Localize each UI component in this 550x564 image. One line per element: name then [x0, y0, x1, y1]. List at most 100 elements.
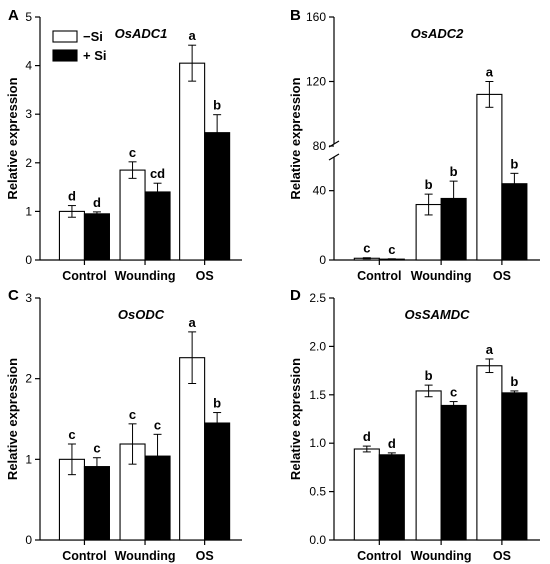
significance-letter: d [388, 436, 396, 451]
legend: −Si + Si [52, 29, 107, 63]
error-bar [128, 161, 137, 179]
y-axis-label: Relative expression [288, 358, 303, 480]
error-bar [485, 358, 494, 374]
significance-letter: a [189, 315, 197, 330]
x-tick-label: OS [196, 549, 214, 563]
y-tick-label: 0 [25, 253, 32, 267]
significance-letter: cd [150, 166, 165, 181]
x-tick-label: OS [493, 549, 511, 563]
error-bar [449, 180, 458, 217]
bar-plus-si [144, 191, 171, 261]
panel-letter: C [8, 287, 19, 304]
bar-plus-si [440, 404, 467, 541]
error-bar [128, 423, 137, 465]
panel-d: D OsSAMDC Relative expression 0.0 0.5 1.0 1.5 2… [288, 287, 540, 563]
bar-plus-si [204, 422, 231, 541]
significance-letter: d [93, 195, 101, 210]
error-bar [424, 384, 433, 398]
significance-letter: b [450, 164, 458, 179]
x-tick-label: Control [357, 269, 401, 283]
y-tick-label: 2 [25, 372, 32, 386]
y-tick-label: 120 [306, 75, 326, 89]
error-bar [387, 258, 396, 260]
error-bar [485, 81, 494, 108]
y-tick-label: 4 [25, 59, 32, 73]
significance-letter: c [363, 241, 370, 256]
y-tick-label: 0 [25, 533, 32, 547]
y-tick-label: 2.5 [309, 291, 326, 305]
significance-letter: c [129, 407, 136, 422]
y-tick-label: 1 [25, 452, 32, 466]
y-tick-label: 5 [25, 10, 32, 24]
bar-minus-si [415, 390, 442, 541]
y-tick-label: 2 [25, 156, 32, 170]
bar-minus-si [179, 62, 206, 261]
bar-plus-si [501, 183, 528, 261]
error-bar [67, 443, 76, 476]
x-tick-label: Control [62, 269, 106, 283]
error-bar [424, 193, 433, 216]
panel-letter: A [8, 7, 19, 24]
y-axis-label: Relative expression [288, 77, 303, 199]
x-tick-label: Wounding [411, 549, 472, 563]
significance-letter: c [450, 385, 457, 400]
legend-swatch [52, 30, 78, 43]
error-bar [92, 211, 101, 217]
x-tick-label: Control [357, 549, 401, 563]
significance-letter: d [363, 429, 371, 444]
x-tick-label: Wounding [115, 269, 176, 283]
chart-title: OsADC1 [115, 26, 168, 41]
panel-letter: B [290, 7, 301, 24]
panel-c: C OsODC Relative expression 0 1 2 3 Control c c Wo… [5, 287, 242, 563]
significance-letter: d [68, 189, 76, 204]
error-bar [92, 457, 101, 476]
error-bar [387, 452, 396, 458]
error-bar [153, 182, 162, 202]
significance-letter: b [510, 156, 518, 171]
significance-letter: c [154, 417, 161, 432]
panel-a: A OsADC1 Relative expression 0 1 2 3 4 5 Control d… [5, 7, 242, 283]
significance-letter: a [189, 28, 197, 43]
error-bar [213, 412, 222, 435]
significance-letter: b [425, 368, 433, 383]
error-bar [449, 401, 458, 410]
significance-letter: b [510, 374, 518, 389]
bar-minus-si [119, 169, 146, 261]
significance-letter: a [486, 65, 494, 80]
error-bar [67, 205, 76, 218]
y-tick-label: 1.0 [309, 436, 326, 450]
chart-title: OsADC2 [411, 26, 465, 41]
significance-letter: c [68, 427, 75, 442]
significance-letter: b [213, 396, 221, 411]
y-axis-label: Relative expression [5, 358, 20, 480]
x-tick-label: Control [62, 549, 106, 563]
y-tick-label: 0.0 [309, 533, 326, 547]
error-bar [510, 390, 519, 396]
bar-plus-si [83, 466, 110, 541]
bar-plus-si [378, 454, 405, 541]
y-tick-label: 2.0 [309, 339, 326, 353]
error-bar [153, 433, 162, 479]
y-tick-label: 0 [319, 253, 326, 267]
bar-minus-si [179, 357, 206, 541]
error-bar [213, 114, 222, 152]
panel-letter: D [290, 287, 301, 304]
bar-plus-si [204, 132, 231, 261]
chart-title: OsODC [118, 307, 165, 322]
significance-letter: c [388, 242, 395, 257]
axis-break-mark [328, 153, 340, 161]
significance-letter: c [129, 145, 136, 160]
legend-swatch [52, 49, 78, 62]
error-bar [362, 257, 371, 260]
x-tick-label: Wounding [411, 269, 472, 283]
x-tick-label: OS [493, 269, 511, 283]
y-tick-label: 1.5 [309, 388, 326, 402]
significance-letter: b [213, 98, 221, 113]
bar-minus-si [353, 448, 380, 541]
error-bar [362, 445, 371, 453]
bar-plus-si [501, 392, 528, 541]
significance-letter: a [486, 342, 494, 357]
error-bar [510, 172, 519, 195]
y-tick-label: 160 [306, 10, 326, 24]
